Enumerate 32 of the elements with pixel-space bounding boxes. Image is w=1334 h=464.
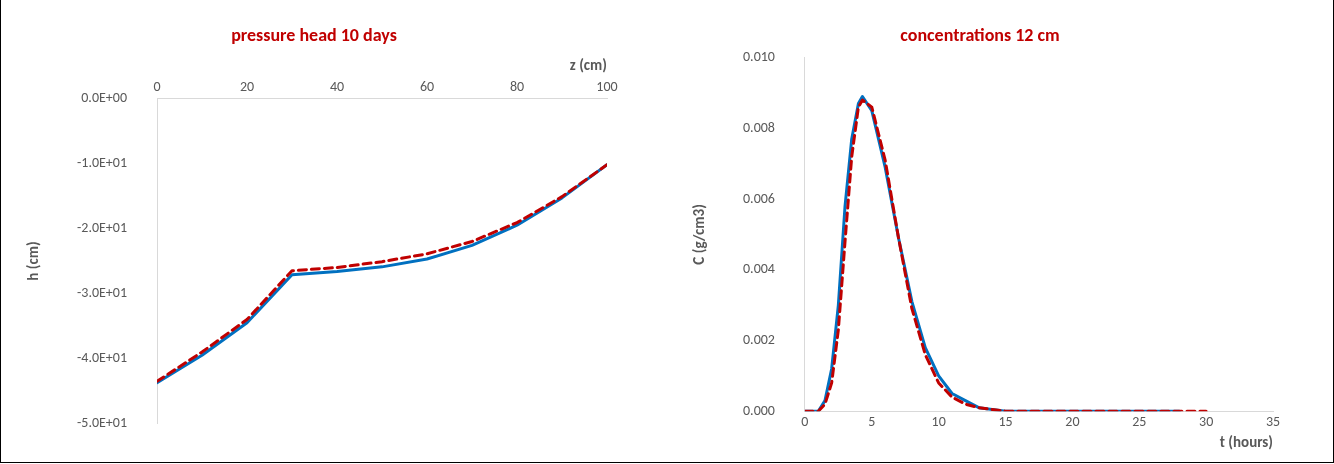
x-axis-title: t (hours) (1219, 432, 1273, 451)
y-tick-label: 0.000 (743, 401, 775, 419)
x-tick-label: 30 (1199, 413, 1214, 431)
y-tick-label: 0.002 (743, 330, 775, 348)
chart-title: concentrations 12 cm (900, 24, 1060, 47)
x-tick-label: 0 (153, 77, 161, 95)
x-tick-label: 5 (868, 413, 876, 431)
x-tick-label: 25 (1132, 413, 1147, 431)
y-axis-title: h (cm) (23, 241, 42, 281)
y-tick-label: 0.006 (743, 189, 775, 207)
y-tick-label: -3.0E+01 (77, 284, 128, 302)
y-tick-label: -1.0E+01 (77, 153, 128, 171)
y-tick-label: -2.0E+01 (77, 218, 128, 236)
x-tick-label: 100 (596, 77, 618, 95)
x-tick-label: 20 (1065, 413, 1080, 431)
y-tick-label: 0.008 (743, 118, 775, 136)
x-axis-title: z (cm) (569, 56, 607, 75)
x-tick-label: 10 (931, 413, 946, 431)
y-tick-label: 0.0E+00 (81, 88, 128, 106)
x-tick-label: 40 (329, 77, 345, 95)
chart-title: pressure head 10 days (231, 24, 397, 47)
x-tick-label: 35 (1265, 413, 1281, 431)
y-tick-label: 0.004 (743, 260, 775, 278)
y-tick-label: -5.0E+01 (77, 414, 128, 432)
y-tick-label: 0.010 (743, 48, 775, 66)
x-tick-label: 20 (239, 77, 255, 95)
x-tick-label: 60 (419, 77, 435, 95)
y-tick-label: -4.0E+01 (77, 349, 128, 367)
y-axis-title: C (g/cm3) (689, 204, 708, 265)
x-tick-label: 80 (509, 77, 525, 95)
x-tick-label: 0 (801, 413, 809, 431)
x-tick-label: 15 (998, 413, 1013, 431)
